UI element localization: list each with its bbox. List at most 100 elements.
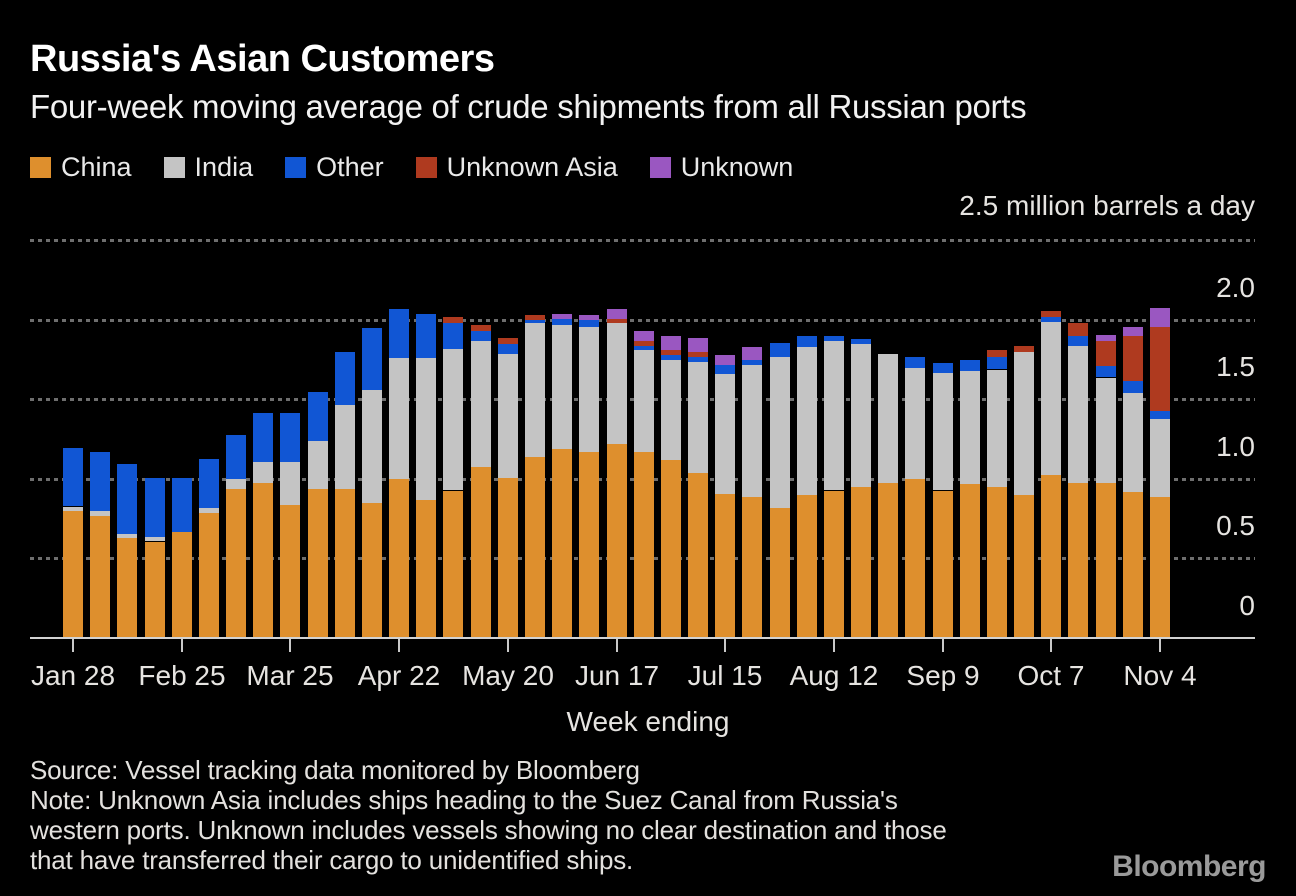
bar-segment-india [661, 360, 681, 461]
y-tick-label-2.0: 2.0 [1216, 272, 1255, 303]
bar-segment-india [308, 441, 328, 489]
bar-segment-india [362, 390, 382, 504]
x-axis-label-jan-28: Jan 28 [30, 660, 116, 691]
bar-segment-china [226, 488, 246, 637]
x-axis-label-sep-9: Sep 9 [906, 660, 980, 691]
x-axis-label-jun-17: Jun 17 [574, 660, 660, 691]
x-axis-tick [1050, 639, 1052, 652]
bar-segment-china [63, 511, 83, 637]
bar-segment-other [308, 391, 328, 442]
x-axis-label-feb-25: Feb 25 [138, 660, 226, 691]
legend-item: Unknown Asia [415, 152, 618, 182]
bar-segment-other [199, 458, 219, 509]
x-axis-baseline [30, 637, 1255, 639]
bar-segment-other [1068, 336, 1088, 346]
bar-segment-china [172, 531, 192, 637]
bar-segment-other [1096, 366, 1116, 378]
chart-title: Russia's Asian Customers [30, 38, 495, 80]
bar-segment-india [878, 353, 898, 483]
x-axis-tick [181, 639, 183, 652]
bar-segment-other [688, 356, 708, 362]
bar-segment-china [199, 512, 219, 637]
legend-label: India [194, 152, 254, 182]
x-axis-label-mar-25: Mar 25 [246, 660, 334, 691]
y-tick-label-1.5: 1.5 [1216, 351, 1255, 382]
x-axis-label-aug-12: Aug 12 [789, 660, 879, 691]
bar-segment-china [661, 460, 681, 637]
bar-segment-india [742, 364, 762, 497]
bar-segment-unknown-asia [1123, 336, 1143, 381]
bar-segment-india [498, 353, 518, 478]
x-axis-tick [289, 639, 291, 652]
bar-segment-china [1096, 482, 1116, 637]
bar-segment-india [715, 374, 735, 494]
bar-segment-other [172, 477, 192, 532]
bar-segment-unknown [1150, 307, 1170, 327]
legend-item: China [30, 153, 132, 181]
bar-segment-india [145, 536, 165, 542]
bar-segment-other [253, 412, 273, 462]
bar-segment-unknown-asia [1014, 345, 1034, 353]
bar-segment-india [1096, 377, 1116, 483]
bar-segment-china [389, 479, 409, 637]
bar-segment-unknown [607, 309, 627, 319]
gridline-2 [30, 319, 1255, 322]
bar-segment-china [770, 508, 790, 637]
bar-segment-india [335, 404, 355, 489]
x-axis-title: Week ending [566, 706, 730, 737]
bar-segment-other [905, 356, 925, 368]
bar-segment-india [1150, 418, 1170, 497]
x-axis-tick [942, 639, 944, 652]
legend-swatch-unknown-asia [415, 156, 437, 178]
bar-segment-other [90, 452, 110, 512]
bar-segment-other [525, 320, 545, 324]
bar-segment-china [742, 496, 762, 637]
bar-segment-china [335, 488, 355, 637]
bar-segment-india [634, 350, 654, 453]
bar-segment-china [797, 495, 817, 637]
legend-label: Unknown Asia [446, 152, 618, 182]
note-line-2: western ports. Unknown includes vessels … [30, 815, 947, 845]
bar-segment-unknown-asia [1096, 340, 1116, 367]
x-axis-label-apr-22: Apr 22 [357, 660, 441, 691]
bar-segment-china [117, 538, 137, 637]
bar-segment-china [824, 490, 844, 637]
bar-segment-china [987, 487, 1007, 637]
bar-segment-india [1123, 393, 1143, 493]
bar-segment-china [498, 477, 518, 637]
bar-segment-unknown-asia [498, 337, 518, 345]
bar-segment-other [117, 463, 137, 534]
bar-segment-china [715, 493, 735, 637]
bar-segment-other [933, 363, 953, 373]
x-axis-tick [724, 639, 726, 652]
bar-segment-china [688, 473, 708, 637]
chart-subtitle: Four-week moving average of crude shipme… [30, 88, 1027, 125]
legend-swatch-china [30, 156, 51, 178]
legend-label: Other [316, 152, 384, 182]
bar-segment-unknown [1123, 326, 1143, 337]
bar-segment-other [987, 356, 1007, 370]
bar-segment-unknown [634, 331, 654, 341]
bar-segment-india [552, 325, 572, 450]
bar-segment-other [1041, 317, 1061, 322]
bar-segment-india [607, 323, 627, 445]
x-axis-tick [398, 639, 400, 652]
x-axis-tick [616, 639, 618, 652]
x-axis-tick [507, 639, 509, 652]
x-axis-tick [72, 639, 74, 652]
bar-segment-unknown-asia [607, 318, 627, 324]
bar-segment-india [443, 348, 463, 491]
bar-segment-china [1068, 482, 1088, 637]
bar-segment-unknown-asia [634, 340, 654, 346]
footer: Source: Vessel tracking data monitored b… [30, 755, 947, 875]
bar-segment-india [253, 461, 273, 483]
legend-swatch-unknown [649, 156, 671, 178]
y-axis-unit-label: 2.5 million barrels a day [959, 190, 1255, 221]
bar-segment-other [1123, 380, 1143, 394]
bar-segment-unknown-asia [688, 352, 708, 357]
x-axis-tick [1159, 639, 1161, 652]
bloomberg-logo: Bloomberg [1112, 850, 1266, 883]
bar-segment-india [824, 340, 844, 491]
bar-segment-other [715, 364, 735, 375]
note-line-1: Note: Unknown Asia includes ships headin… [30, 785, 898, 815]
